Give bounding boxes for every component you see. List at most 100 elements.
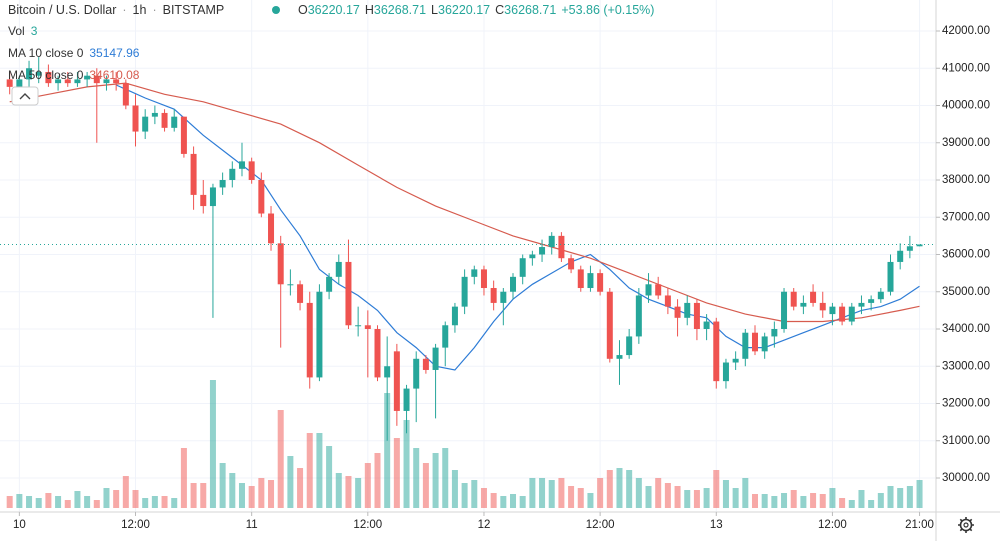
volume-bar	[790, 490, 797, 508]
candle-body	[703, 321, 710, 329]
candle-body	[180, 116, 187, 154]
volume-bar	[374, 453, 381, 508]
candle-body	[781, 291, 788, 329]
y-tick-label: 33000.00	[942, 360, 990, 372]
volume-bar	[703, 488, 710, 508]
volume-bar	[306, 433, 313, 508]
volume-bar	[819, 494, 826, 508]
volume-bar	[645, 486, 652, 508]
candle-body	[539, 247, 546, 255]
volume-bar	[403, 420, 410, 508]
volume-bar	[84, 496, 91, 508]
volume-bar	[510, 494, 517, 508]
candle-body	[442, 325, 449, 348]
candle-body	[229, 168, 236, 180]
volume-bar	[635, 478, 642, 508]
volume-bar	[771, 496, 778, 508]
ma-name: MA 10 close 0	[8, 46, 84, 60]
candle-body	[606, 291, 613, 359]
candle-body	[587, 273, 594, 289]
candle-body	[732, 358, 739, 363]
collapse-icon	[19, 93, 31, 100]
candle-body	[268, 213, 275, 244]
candle-body	[403, 388, 410, 411]
volume-bar	[597, 478, 604, 508]
volume-bar	[761, 494, 768, 508]
candle-body	[364, 325, 371, 329]
x-tick-label: 12:00	[353, 519, 382, 531]
candle-body	[413, 358, 420, 389]
volume-bar	[868, 500, 875, 508]
x-tick-label: 12:00	[121, 519, 150, 531]
volume-bar	[190, 483, 197, 508]
candle-body	[480, 269, 487, 289]
volume-bar	[364, 463, 371, 508]
settings-button[interactable]	[958, 517, 974, 533]
candle-body	[26, 68, 33, 80]
volume-bar	[529, 478, 536, 508]
candle-body	[297, 284, 304, 303]
candle-body	[906, 246, 913, 251]
volume-bar	[800, 496, 807, 508]
candles	[0, 57, 936, 441]
candle-body	[674, 306, 681, 318]
volume-label: Vol	[8, 24, 25, 38]
volume-bar	[451, 470, 458, 508]
volume-bar	[6, 496, 13, 508]
volume-bar	[742, 478, 749, 508]
volume-bar	[887, 486, 894, 508]
candle-body	[326, 276, 333, 292]
volume-bar	[35, 498, 42, 508]
x-tick-label: 21:00	[905, 519, 934, 531]
volume-bar	[287, 456, 294, 508]
candle-body	[771, 328, 778, 337]
x-tick-label: 12:00	[586, 519, 615, 531]
volume-bar	[906, 486, 913, 508]
volume-bar	[558, 478, 565, 508]
ma-legend: MA 10 close 0 35147.96	[8, 46, 140, 60]
volume-bar	[16, 494, 23, 508]
candle-body	[122, 83, 129, 106]
volume-bar	[684, 490, 691, 508]
candle-body	[432, 347, 439, 370]
candle-body	[713, 321, 720, 382]
volume-bar	[132, 490, 139, 508]
candle-body	[897, 250, 904, 262]
candle-body	[316, 291, 323, 378]
volume-bar	[732, 488, 739, 508]
ohlc-header: O36220.17 H36268.71 L36220.17 C36268.71 +53.…	[298, 3, 654, 17]
candle-body	[471, 269, 478, 277]
y-tick-label: 35000.00	[942, 286, 990, 298]
volume-bar	[519, 496, 526, 508]
candle-body	[6, 79, 13, 87]
volume-bar	[161, 496, 168, 508]
x-tick-label: 13	[710, 519, 723, 531]
y-tick-label: 34000.00	[942, 323, 990, 335]
volume-bar	[442, 448, 449, 508]
candle-body	[258, 179, 265, 214]
volume-bar	[229, 473, 236, 508]
candle-body	[887, 261, 894, 292]
candle-body	[558, 235, 565, 259]
x-tick-label: 11	[246, 519, 258, 531]
volume-bar	[916, 480, 923, 508]
candle-body	[597, 273, 604, 292]
volume-setting: 3	[31, 24, 38, 38]
volume-bar	[384, 393, 391, 508]
candle-body	[877, 291, 884, 300]
volume-bar	[26, 496, 33, 508]
volume-bar	[751, 494, 758, 508]
collapse-button[interactable]	[11, 86, 39, 106]
volume-bar	[655, 478, 662, 508]
candle-body	[74, 79, 81, 84]
volume-bar	[577, 488, 584, 508]
exchange: BITSTAMP	[163, 3, 225, 17]
candle-body	[209, 187, 216, 207]
volume-bar	[335, 473, 342, 508]
ma-name: MA 50 close 0	[8, 68, 84, 82]
ma-value: 34610.08	[89, 68, 139, 82]
candle-body	[848, 306, 855, 322]
y-tick-label: 30000.00	[942, 472, 990, 484]
volume-bar	[219, 463, 226, 508]
